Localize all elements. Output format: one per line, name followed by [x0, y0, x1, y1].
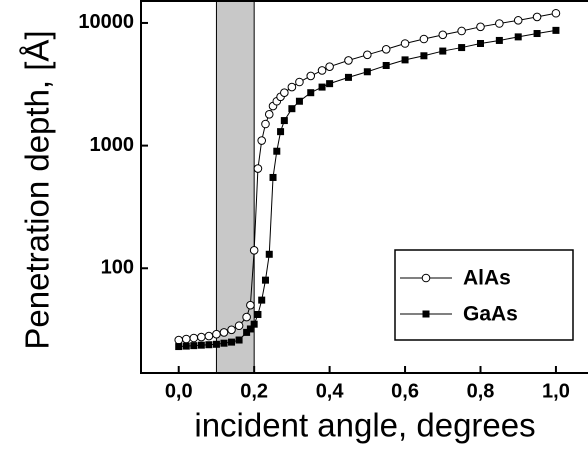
data-point [258, 296, 266, 304]
data-point [307, 89, 315, 97]
data-point [264, 109, 274, 119]
data-point [219, 328, 229, 337]
data-point [242, 312, 251, 322]
data-point [533, 30, 541, 38]
data-point [513, 16, 523, 25]
data-point [212, 329, 221, 339]
data-point [234, 321, 244, 331]
data-point [246, 325, 254, 333]
data-point [197, 332, 206, 342]
legend-label: AlAs [463, 267, 511, 290]
data-point [457, 26, 466, 36]
data-point [439, 47, 447, 55]
data-point [261, 119, 270, 129]
data-point [269, 173, 277, 181]
y-tick-label: 10000 [78, 11, 134, 33]
data-point [235, 336, 243, 344]
data-point [306, 71, 316, 81]
x-tick-label: 0,6 [391, 380, 419, 402]
data-point [295, 97, 303, 105]
data-point [249, 246, 259, 255]
data-point [318, 83, 326, 91]
data-point [220, 339, 228, 347]
data-point [205, 341, 213, 349]
x-tick-label: 0,8 [467, 380, 495, 402]
data-point [420, 52, 428, 60]
data-point [190, 342, 198, 350]
data-point [438, 30, 448, 40]
data-point [476, 39, 484, 47]
x-tick-label: 0,0 [165, 380, 193, 402]
data-point [476, 22, 485, 32]
data-point [401, 56, 409, 64]
data-point [495, 19, 504, 28]
data-point [344, 73, 352, 81]
data-point [174, 335, 184, 345]
data-point [552, 26, 560, 34]
data-point [204, 331, 214, 341]
x-tick-label: 0,4 [316, 380, 345, 402]
y-axis-label: Penetration depth, [Å] [19, 30, 56, 349]
data-point [197, 341, 205, 349]
data-point [273, 147, 281, 155]
data-point [325, 62, 334, 71]
data-point [344, 56, 353, 65]
shaded-region [215, 0, 255, 374]
plot-frame [140, 0, 588, 374]
legend-marker [421, 273, 431, 283]
data-point [175, 343, 183, 351]
data-point [495, 36, 503, 44]
data-point [381, 44, 391, 54]
data-point [253, 164, 263, 173]
data-point [326, 80, 334, 88]
data-point [280, 117, 288, 125]
data-point [250, 320, 258, 328]
data-point [265, 250, 273, 258]
legend-marker [422, 310, 430, 318]
legend-box [394, 249, 574, 341]
data-point [317, 66, 327, 75]
y-tick-label: 100 [101, 257, 134, 279]
data-point [288, 105, 296, 113]
data-point [277, 128, 285, 136]
x-axis-label: incident angle, degrees [194, 407, 535, 444]
data-point [551, 8, 561, 18]
data-point [243, 328, 251, 336]
data-point [182, 342, 190, 350]
data-point [181, 334, 191, 344]
data-point [246, 300, 255, 310]
x-tick-label: 0,2 [240, 380, 268, 402]
data-point [257, 136, 267, 145]
data-point [532, 12, 542, 22]
data-point [382, 61, 390, 69]
data-point [254, 310, 262, 318]
data-point [363, 50, 372, 60]
data-point [419, 34, 429, 44]
x-tick-label: 1,0 [542, 380, 570, 402]
data-point [363, 68, 371, 76]
data-point [228, 338, 236, 346]
data-point [287, 82, 297, 92]
data-point [189, 333, 199, 343]
data-point [280, 88, 289, 97]
y-tick-label: 1000 [90, 134, 135, 156]
data-point [261, 276, 269, 284]
data-point [295, 77, 304, 87]
data-point [212, 340, 220, 348]
data-point [227, 325, 236, 335]
data-point [514, 33, 522, 41]
data-point [400, 39, 410, 48]
data-point [458, 44, 466, 52]
legend-label: GaAs [463, 303, 518, 326]
